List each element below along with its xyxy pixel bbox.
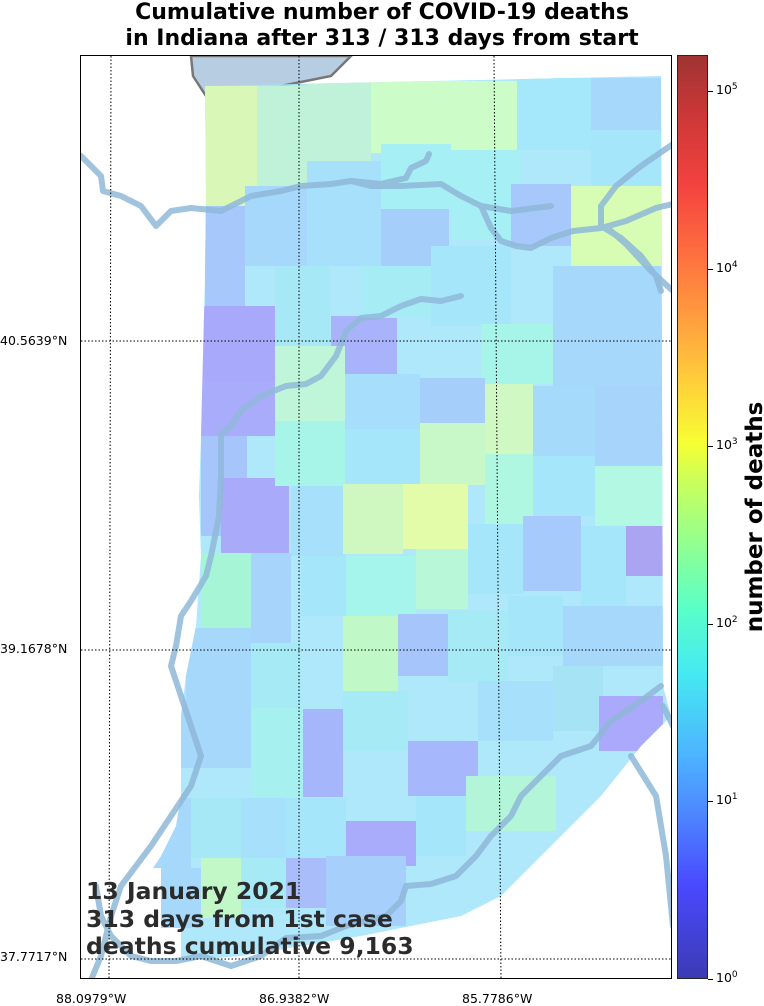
colorbar-tick-label: 102 xyxy=(716,615,738,630)
colorbar-tick-mark xyxy=(708,268,713,270)
title-line-1: Cumulative number of COVID-19 deaths xyxy=(135,0,629,25)
tick-exponent: 4 xyxy=(731,259,738,270)
colorbar-tick-label: 103 xyxy=(716,437,738,452)
tick-base: 10 xyxy=(716,792,732,808)
tick-exponent: 2 xyxy=(731,614,738,625)
longitude-label-2: 86.9382°W xyxy=(259,991,330,1006)
tick-exponent: 1 xyxy=(731,792,738,803)
indiana-county-map xyxy=(81,56,671,978)
rivers xyxy=(81,141,671,978)
longitude-label-3: 85.7786°W xyxy=(462,991,533,1006)
latitude-label-3: 37.7717°N xyxy=(0,949,68,964)
colorbar-tick-label: 104 xyxy=(716,260,738,275)
annotation-deaths: deaths cumulative 9,163 xyxy=(86,932,414,960)
colorbar-tick-label: 100 xyxy=(716,970,738,985)
colorbar-tick-label: 105 xyxy=(716,82,738,97)
latitude-label-1: 40.5639°N xyxy=(0,333,68,348)
colorbar-tick-mark xyxy=(708,623,713,625)
tick-base: 10 xyxy=(716,259,732,275)
tick-base: 10 xyxy=(716,970,732,986)
longitude-label-1: 88.0979°W xyxy=(56,991,127,1006)
colorbar-tick-label: 101 xyxy=(716,792,738,807)
tick-base: 10 xyxy=(716,82,732,98)
title-line-2: in Indiana after 313 / 313 days from sta… xyxy=(125,26,639,51)
tick-base: 10 xyxy=(716,615,732,631)
colorbar-tick-mark xyxy=(708,446,713,448)
tick-exponent: 0 xyxy=(731,970,738,980)
colorbar xyxy=(677,55,708,979)
colorbar-tick-mark xyxy=(708,91,713,93)
map-area[interactable] xyxy=(80,55,672,979)
colorbar-tick-mark xyxy=(708,801,713,803)
latitude-label-2: 39.1678°N xyxy=(0,641,68,656)
tick-base: 10 xyxy=(716,437,732,453)
map-annotation: 13 January 2021 313 days from 1st case d… xyxy=(86,877,414,961)
graticule xyxy=(81,56,671,978)
colorbar-title: number of deaths xyxy=(742,401,764,633)
annotation-days: 313 days from 1st case xyxy=(86,904,393,933)
colorbar-tick-mark xyxy=(708,979,713,980)
tick-exponent: 3 xyxy=(731,437,738,448)
tick-exponent: 5 xyxy=(731,82,738,93)
annotation-date: 13 January 2021 xyxy=(86,877,302,905)
map-title: Cumulative number of COVID-19 deaths in … xyxy=(0,0,764,52)
